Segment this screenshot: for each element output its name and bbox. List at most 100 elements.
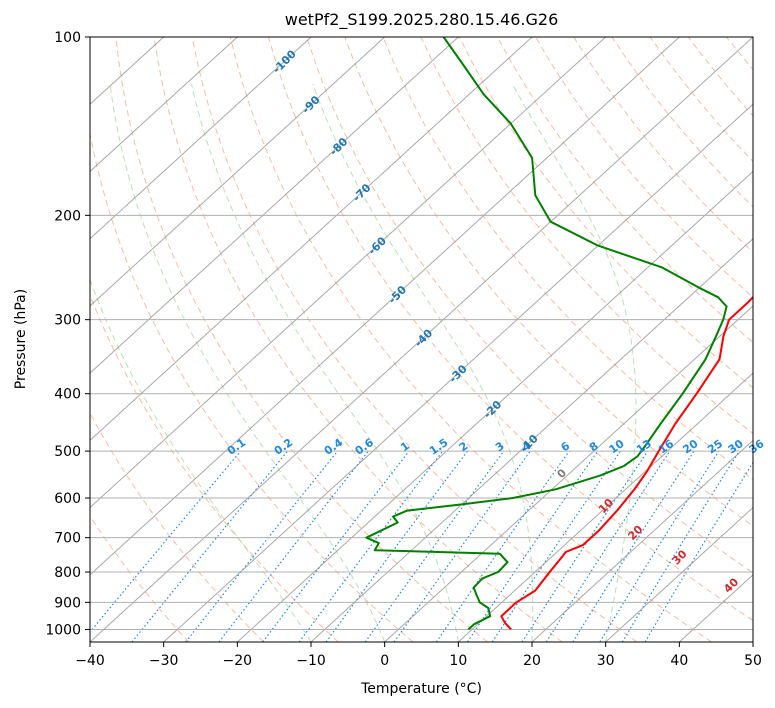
dry-adiabat-line <box>726 37 753 71</box>
plot-frame <box>89 36 754 643</box>
dry-adiabat-line <box>765 37 775 642</box>
dry-adiabat-label: 40 <box>721 575 741 595</box>
dry-adiabat-line <box>115 37 488 642</box>
mixing-ratio-line <box>545 450 671 642</box>
x-axis-ticks: −40 −30 −20 −10 0 10 20 30 40 50 <box>75 642 762 669</box>
background-grid <box>90 37 775 642</box>
mixing-ratio-line <box>599 450 720 642</box>
mixing-ratio-label: 0.1 <box>225 436 248 458</box>
dry-adiabat-line <box>90 515 190 642</box>
isotherm-line <box>90 37 238 173</box>
moist-adiabat-line <box>511 83 637 642</box>
x-tick-label: 40 <box>670 653 688 669</box>
mixing-ratio-label: 30 <box>726 437 746 457</box>
dry-adiabat-line <box>535 37 753 298</box>
x-tick-label: −30 <box>149 653 179 669</box>
isotherm-line <box>90 37 607 509</box>
y-tick-label: 1000 <box>45 622 81 638</box>
mixing-ratio-label: 0.4 <box>322 436 346 458</box>
mixing-ratio-label: 6 <box>558 439 572 454</box>
x-tick-label: 20 <box>523 653 541 669</box>
isotherm-line <box>90 37 312 240</box>
mixing-ratio-line <box>131 450 289 642</box>
isotherm-line <box>457 372 753 642</box>
y-tick-label: 400 <box>54 387 81 403</box>
y-axis-label: Pressure (hPa) <box>13 289 29 389</box>
x-tick-label: 30 <box>597 653 615 669</box>
mixing-ratio-line <box>325 450 468 642</box>
dry-adiabat-line <box>90 412 264 642</box>
dry-adiabat-line <box>496 37 753 344</box>
x-axis-label: Temperature (°C) <box>360 681 482 697</box>
mixing-ratio-line <box>364 450 505 642</box>
isotherm-line <box>605 506 753 642</box>
mixing-ratio-label: 16 <box>656 437 676 457</box>
mixing-ratio-line <box>90 450 242 633</box>
dry-adiabat-line <box>90 131 414 642</box>
dry-adiabat-line <box>382 37 753 481</box>
dewpoint-profile-line <box>365 37 728 631</box>
dry-adiabat-label: 30 <box>670 547 690 567</box>
y-tick-label: 800 <box>54 565 81 581</box>
mixing-ratio-line <box>218 450 369 642</box>
y-tick-label: 700 <box>54 531 81 547</box>
mixing-ratio-label: 2 <box>457 439 471 454</box>
dry-adiabat-line <box>573 37 753 253</box>
isotherm-line <box>90 37 386 307</box>
mixing-ratio-label: 13 <box>634 437 654 456</box>
moist-adiabat-line <box>312 83 534 642</box>
y-tick-label: 300 <box>54 313 81 329</box>
mixing-ratio-label: 1.5 <box>427 436 450 458</box>
mixing-ratio-label: 10 <box>607 437 627 457</box>
y-tick-label: 500 <box>54 444 81 460</box>
y-tick-label: 200 <box>54 208 81 224</box>
x-tick-label: 0 <box>380 653 389 669</box>
dry-adiabat-line <box>649 37 753 163</box>
mixing-ratio-label: 0.6 <box>353 436 377 458</box>
mixing-ratio-line <box>262 450 410 642</box>
temperature-profile-line <box>500 295 753 631</box>
x-tick-label: −20 <box>223 653 253 669</box>
mixing-ratio-line <box>185 450 339 642</box>
isotherm-line <box>384 305 753 642</box>
x-tick-label: 10 <box>449 653 467 669</box>
mixing-ratio-line <box>572 450 695 642</box>
isotherm-line <box>163 103 753 642</box>
data-series <box>365 37 753 631</box>
dry-adiabat-line <box>268 37 753 622</box>
dry-adiabat-line <box>611 37 753 208</box>
mixing-ratio-label: 3 <box>493 439 507 454</box>
y-axis-ticks: 100 200 300 400 500 600 700 800 900 1000 <box>45 30 90 638</box>
x-tick-label: 50 <box>744 653 762 669</box>
line-labels: 0.1 0.2 0.4 0.6 1 1.5 2 3 4 6 8 10 13 16 20 25 30 36-100-… <box>225 47 767 595</box>
mixing-ratio-label: 36 <box>746 437 766 457</box>
mixing-ratio-label: 20 <box>680 437 700 457</box>
mixing-ratio-line <box>521 450 649 642</box>
dry-adiabat-label: 20 <box>625 523 645 543</box>
mixing-ratio-line <box>466 450 599 642</box>
isotherm-line <box>236 170 753 642</box>
moist-adiabat-line <box>90 278 312 642</box>
mixing-ratio-label: 25 <box>705 437 725 456</box>
mixing-ratio-line <box>298 450 444 642</box>
y-tick-label: 600 <box>54 491 81 507</box>
mixing-ratio-line <box>491 450 621 642</box>
dry-adiabat-line <box>306 37 753 574</box>
dry-adiabat-label: 0 <box>555 466 570 481</box>
dry-adiabat-line <box>153 37 563 642</box>
dry-adiabat-line <box>191 37 638 642</box>
isotherm-line <box>531 439 753 642</box>
isotherm-line <box>752 641 753 642</box>
chart-title: wetPf2_S199.2025.280.15.46.G26 <box>285 10 559 30</box>
x-tick-label: −40 <box>75 653 105 669</box>
isotherm-line <box>90 37 533 442</box>
mixing-ratio-line <box>621 450 740 642</box>
mixing-ratio-line <box>435 450 570 642</box>
isotherm-line <box>90 37 459 374</box>
x-tick-label: −10 <box>296 653 326 669</box>
mixing-ratio-label: 0.2 <box>272 436 295 458</box>
moist-adiabat-line <box>191 83 459 642</box>
isotherm-line <box>90 37 680 576</box>
dry-adiabat-line <box>687 37 753 117</box>
